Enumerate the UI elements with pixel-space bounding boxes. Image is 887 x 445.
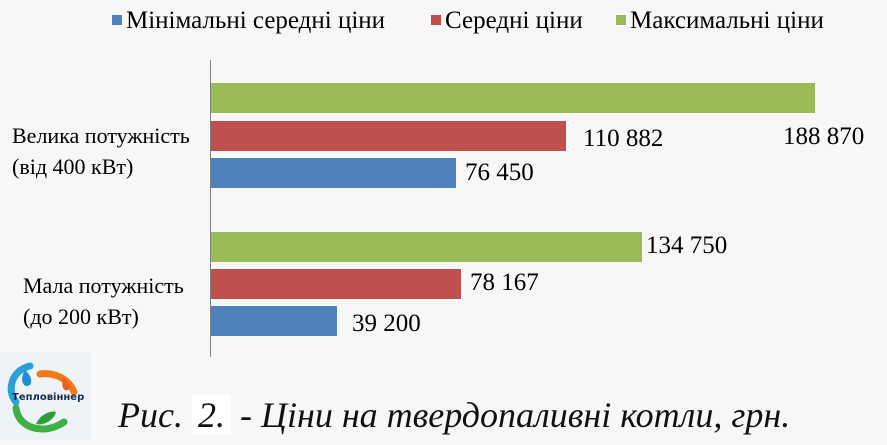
legend-swatch-green xyxy=(616,15,626,26)
category-line: (від 400 кВт) xyxy=(12,154,134,179)
bar-small-avg xyxy=(211,269,461,299)
legend-label: Середні ціни xyxy=(445,7,583,34)
caption-prefix: Рис. xyxy=(118,395,183,435)
value-label: 78 167 xyxy=(470,269,539,296)
caption-text: - Ціни на твердопаливні котли, грн. xyxy=(239,395,791,435)
category-line: Мала потужність xyxy=(23,273,184,298)
bar-large-avg xyxy=(211,121,566,151)
bar-large-min xyxy=(211,158,456,188)
legend-item-min: Мінімальні середні ціни xyxy=(112,4,385,38)
chart-legend: Мінімальні середні ціни Середні ціни Мак… xyxy=(0,4,887,38)
figure-caption: Рис. 2. - Ціни на твердопаливні котли, г… xyxy=(118,393,790,437)
category-label-small: Мала потужність (до 200 кВт) xyxy=(23,270,184,332)
legend-swatch-red xyxy=(431,15,441,26)
value-label: 76 450 xyxy=(465,159,534,186)
legend-label: Мінімальні середні ціни xyxy=(126,7,386,34)
category-line: (до 200 кВт) xyxy=(23,304,139,329)
legend-swatch-blue xyxy=(112,15,122,26)
value-label: 188 870 xyxy=(783,123,865,150)
legend-item-max: Максимальні ціни xyxy=(616,4,824,38)
bar-large-max xyxy=(211,83,815,113)
category-line: Велика потужність xyxy=(12,123,190,148)
logo-text: Тепловіннер xyxy=(12,392,85,403)
category-label-large: Велика потужність (від 400 кВт) xyxy=(12,120,190,182)
bar-small-min xyxy=(211,306,337,336)
value-label: 39 200 xyxy=(352,310,421,337)
value-label: 134 750 xyxy=(646,232,728,259)
legend-item-avg: Середні ціни xyxy=(431,4,583,38)
logo-swirl-icon xyxy=(7,362,78,433)
category-axis xyxy=(210,60,211,357)
caption-number: 2. xyxy=(191,395,231,435)
logo: Тепловіннер xyxy=(0,352,91,440)
bar-small-max xyxy=(211,232,642,262)
legend-label: Максимальні ціни xyxy=(630,7,824,34)
value-label: 110 882 xyxy=(583,125,664,152)
